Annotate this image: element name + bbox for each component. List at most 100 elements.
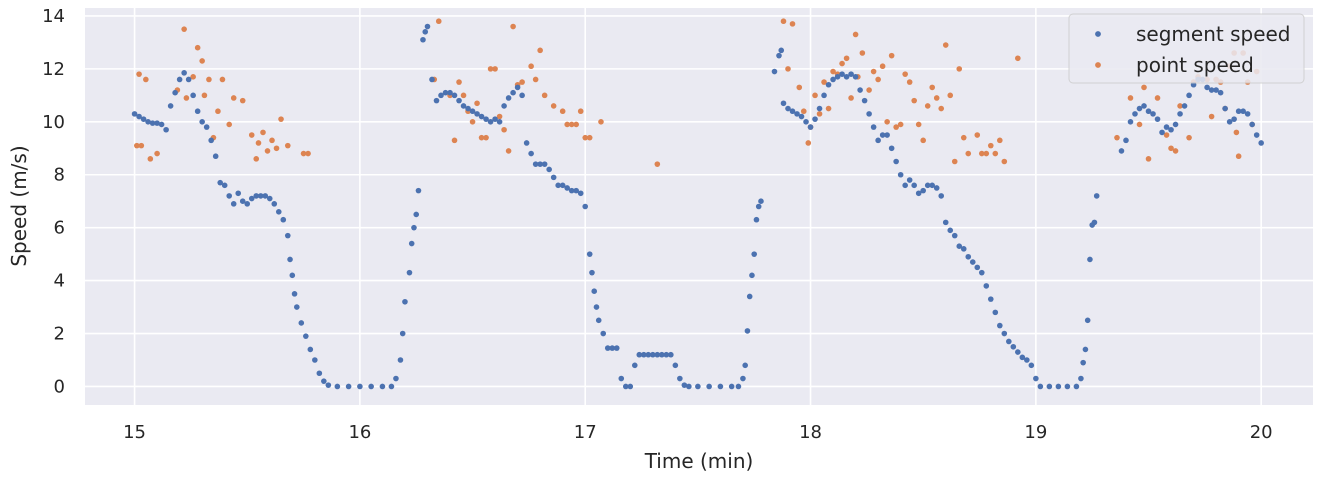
data-point <box>929 84 936 91</box>
data-point <box>987 296 994 302</box>
data-point <box>442 89 449 96</box>
data-point <box>609 345 616 351</box>
data-point <box>226 193 233 199</box>
data-point <box>271 201 278 207</box>
data-point <box>312 357 318 363</box>
data-point <box>717 383 724 390</box>
data-point <box>406 269 413 276</box>
data-point <box>821 92 827 99</box>
data-point <box>257 193 264 199</box>
data-point <box>794 111 800 117</box>
data-point <box>219 76 226 83</box>
data-point <box>284 142 291 149</box>
data-point <box>812 92 818 99</box>
data-point <box>510 23 516 30</box>
data-point <box>559 108 566 115</box>
data-point <box>1145 156 1152 162</box>
data-point <box>1132 111 1138 117</box>
data-point <box>230 95 237 101</box>
data-point <box>920 137 926 144</box>
data-point <box>235 190 242 197</box>
data-point <box>577 190 584 197</box>
legend-box <box>1068 13 1305 84</box>
data-point <box>640 351 647 358</box>
data-point <box>805 140 812 146</box>
data-point <box>289 272 296 279</box>
data-point <box>300 150 307 157</box>
data-point <box>568 121 575 128</box>
data-point <box>1136 105 1143 112</box>
data-point <box>226 121 233 128</box>
data-point <box>519 79 525 85</box>
data-point <box>201 92 208 99</box>
grid-lines <box>85 8 1313 405</box>
data-point <box>884 119 890 125</box>
data-point <box>134 142 140 149</box>
data-point <box>555 182 561 189</box>
legend-marker-segment-speed <box>1095 31 1101 37</box>
data-point <box>438 92 444 99</box>
data-point <box>956 66 963 72</box>
x-tick-label: 15 <box>123 422 146 443</box>
data-point <box>622 383 629 390</box>
data-point <box>960 246 967 252</box>
data-point <box>600 330 607 337</box>
data-point <box>154 120 160 126</box>
data-point <box>812 116 818 122</box>
data-point <box>1249 121 1255 128</box>
data-point <box>807 124 814 130</box>
data-point <box>897 171 904 178</box>
data-point <box>816 111 823 117</box>
data-point <box>870 124 877 130</box>
data-point <box>884 132 890 138</box>
data-point <box>1087 256 1093 263</box>
data-point <box>143 76 149 83</box>
data-point <box>960 134 967 141</box>
data-point <box>947 227 954 234</box>
data-point <box>413 211 420 218</box>
data-point <box>221 182 228 189</box>
data-point <box>938 105 945 112</box>
data-point <box>1136 121 1143 128</box>
data-point <box>194 108 201 115</box>
data-point <box>523 140 530 146</box>
data-point <box>298 320 305 326</box>
data-point <box>866 111 872 117</box>
data-point <box>604 345 611 351</box>
data-point <box>593 304 600 310</box>
data-point <box>528 63 534 70</box>
data-point <box>1123 137 1129 144</box>
data-point <box>879 132 886 138</box>
y-tick-label: 4 <box>54 271 65 292</box>
data-point <box>483 116 489 122</box>
data-point <box>1154 95 1161 101</box>
data-point <box>379 383 386 390</box>
data-point <box>244 201 251 207</box>
data-point <box>672 362 679 369</box>
series-segment-speed <box>131 23 1264 390</box>
data-point <box>857 87 863 93</box>
data-point <box>911 97 917 104</box>
data-point <box>435 18 442 25</box>
data-point <box>1001 158 1008 165</box>
data-point <box>415 187 422 194</box>
data-point <box>803 119 809 125</box>
data-point <box>190 92 196 99</box>
data-point <box>613 345 620 351</box>
data-point <box>316 370 323 377</box>
data-point <box>492 116 498 122</box>
data-point <box>920 187 926 194</box>
data-point <box>987 142 994 149</box>
data-point <box>906 79 913 85</box>
data-points <box>131 18 1264 390</box>
data-point <box>906 177 913 183</box>
data-point <box>997 322 1003 329</box>
data-point <box>253 156 260 162</box>
data-point <box>1114 134 1120 141</box>
data-point <box>199 119 205 125</box>
data-point <box>589 269 595 276</box>
data-point <box>510 89 516 96</box>
data-point <box>532 161 539 167</box>
data-point <box>460 103 467 109</box>
